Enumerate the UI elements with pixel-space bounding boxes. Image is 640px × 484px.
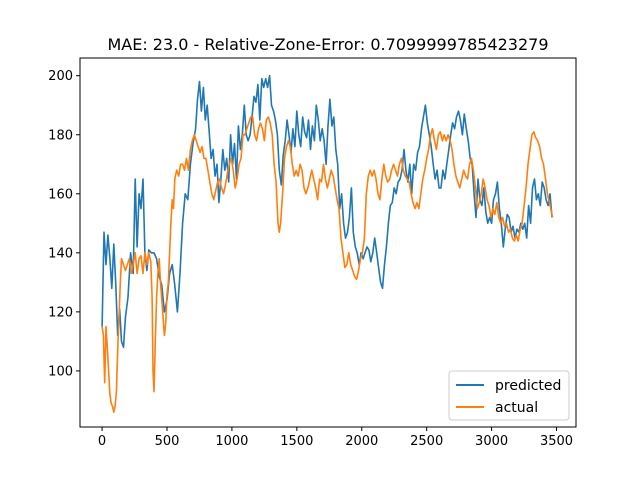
plot-frame: [79, 57, 577, 428]
y-tick-label: 140: [48, 246, 73, 261]
y-tick-label: 180: [48, 128, 73, 143]
x-tick-label: 0: [98, 434, 106, 449]
x-tick-label: 2500: [410, 434, 443, 449]
legend: predicted actual: [448, 370, 570, 421]
y-tick-label: 200: [48, 69, 73, 84]
x-tick-label: 3000: [475, 434, 508, 449]
y-tick-label: 120: [48, 305, 73, 320]
x-tick-label: 500: [155, 434, 180, 449]
x-tick-label: 2000: [345, 434, 378, 449]
y-tick-label: 100: [48, 364, 73, 379]
y-tick-label: 160: [48, 187, 73, 202]
series-line-actual: [101, 116, 554, 414]
legend-label-actual: actual: [495, 400, 538, 416]
axis-ticks: 0 500 1000 1500 2000 2500 3000 3500 100 120 140 160…: [48, 69, 573, 449]
x-tick-label: 3500: [540, 434, 573, 449]
x-tick-label: 1000: [215, 434, 248, 449]
plot-series: [101, 74, 554, 414]
legend-label-predicted: predicted: [495, 378, 561, 394]
chart-title: MAE: 23.0 - Relative-Zone-Error: 0.70999…: [107, 35, 548, 54]
x-tick-label: 1500: [280, 434, 313, 449]
series-line-predicted: [101, 74, 553, 349]
